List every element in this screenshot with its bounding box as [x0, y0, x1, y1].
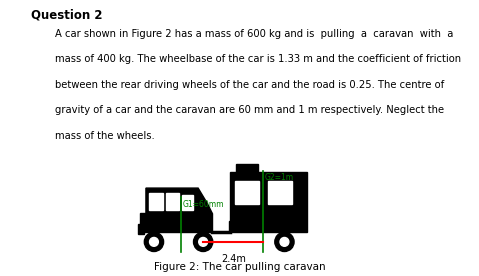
- Bar: [140, 213, 212, 232]
- Text: mass of the wheels.: mass of the wheels.: [55, 131, 155, 140]
- Polygon shape: [146, 188, 212, 213]
- Bar: [166, 193, 179, 209]
- Circle shape: [280, 237, 289, 246]
- Circle shape: [194, 232, 213, 251]
- Bar: [235, 181, 259, 204]
- Text: 2.4m: 2.4m: [221, 254, 246, 264]
- Text: A car shown in Figure 2 has a mass of 600 kg and is  pulling  a  caravan  with  : A car shown in Figure 2 has a mass of 60…: [55, 29, 454, 39]
- Text: Question 2: Question 2: [31, 8, 103, 21]
- Bar: [182, 195, 193, 209]
- Text: gravity of a car and the caravan are 60 mm and 1 m respectively. Neglect the: gravity of a car and the caravan are 60 …: [55, 105, 444, 115]
- Bar: [138, 224, 144, 234]
- Bar: [228, 221, 232, 231]
- Circle shape: [144, 232, 164, 251]
- Text: Figure 2: The car pulling caravan: Figure 2: The car pulling caravan: [154, 262, 325, 272]
- Text: G1=60mm: G1=60mm: [182, 200, 224, 209]
- Bar: [149, 193, 163, 209]
- Bar: [236, 164, 258, 172]
- Bar: [268, 181, 293, 204]
- Circle shape: [199, 237, 207, 246]
- Text: mass of 400 kg. The wheelbase of the car is 1.33 m and the coefficient of fricti: mass of 400 kg. The wheelbase of the car…: [55, 54, 461, 64]
- Text: between the rear driving wheels of the car and the road is 0.25. The centre of: between the rear driving wheels of the c…: [55, 80, 445, 90]
- Circle shape: [149, 237, 159, 246]
- Text: G2=1m: G2=1m: [265, 173, 294, 182]
- Bar: [230, 172, 307, 232]
- Circle shape: [275, 232, 294, 251]
